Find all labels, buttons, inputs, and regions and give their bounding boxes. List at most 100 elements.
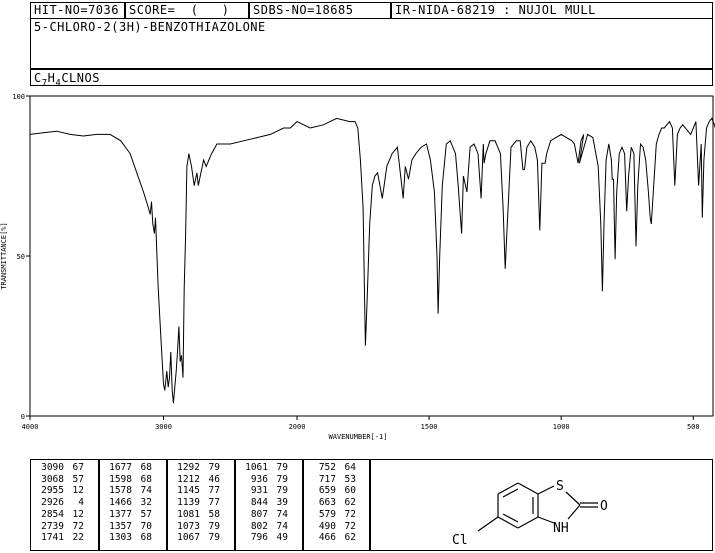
peak-transmittance: 60: [344, 485, 356, 497]
x-tick-label: 2000: [289, 423, 306, 431]
peak-column: 752 64 717 53 659 60 663 62 579 72 490 72 466 62: [306, 462, 356, 544]
peak-transmittance: 68: [140, 473, 152, 485]
peak-row: 2926 4: [34, 497, 84, 509]
peak-row: 1357 70: [102, 521, 152, 533]
peak-transmittance: 79: [208, 520, 220, 532]
peak-transmittance: 46: [208, 473, 220, 485]
y-tick-label: 0: [21, 413, 25, 421]
peak-wavenumber: 1067: [177, 532, 200, 544]
peak-row: 752 64: [306, 462, 356, 474]
x-tick-label: 1500: [421, 423, 438, 431]
peak-wavenumber: 3068: [41, 473, 64, 485]
peak-row: 802 74: [238, 521, 288, 533]
peak-wavenumber: 717: [318, 473, 336, 485]
peak-transmittance: 72: [344, 508, 356, 520]
peak-column: 1677 68 1598 68 1578 74 1466 32 1377 57 1357 70 1303…: [102, 462, 152, 544]
peak-row: 3068 57: [34, 474, 84, 486]
peak-row: 844 39: [238, 497, 288, 509]
peak-transmittance: 72: [72, 520, 84, 532]
peak-column: 1061 79 936 79 931 79 844 39 807 74 802 74 796 49: [238, 462, 288, 544]
header-divider-3: [390, 2, 392, 19]
peak-wavenumber: 844: [250, 497, 268, 509]
peak-row: 579 72: [306, 509, 356, 521]
peak-row: 1145 77: [170, 485, 220, 497]
peak-row: 931 79: [238, 485, 288, 497]
peak-wavenumber: 936: [250, 473, 268, 485]
peak-column: 1292 79 1212 46 1145 77 1139 77 1081 58 1073 79 1067…: [170, 462, 220, 544]
peak-row: 1292 79: [170, 462, 220, 474]
peak-transmittance: 74: [276, 520, 288, 532]
peak-row: 717 53: [306, 474, 356, 486]
peak-row: 1677 68: [102, 462, 152, 474]
atom-o: O: [600, 499, 608, 514]
peak-row: 663 62: [306, 497, 356, 509]
peak-transmittance: 79: [208, 462, 220, 473]
peak-row: 1578 74: [102, 485, 152, 497]
peak-row: 659 60: [306, 485, 356, 497]
peak-transmittance: 58: [208, 508, 220, 520]
peak-wavenumber: 1061: [245, 462, 268, 473]
peak-wavenumber: 1292: [177, 462, 200, 473]
atom-cl: Cl: [452, 533, 468, 548]
peak-transmittance: 22: [72, 532, 84, 544]
peak-wavenumber: 752: [318, 462, 336, 473]
peak-wavenumber: 796: [250, 532, 268, 544]
peak-transmittance: 57: [72, 473, 84, 485]
x-tick-label: 500: [687, 423, 700, 431]
peak-column: 3090 67 3068 57 2955 12 2926 4 2854 12 2739 72 1741 2…: [34, 462, 84, 544]
peak-transmittance: 77: [208, 485, 220, 497]
structure-panel: [370, 459, 713, 551]
peak-transmittance: 62: [344, 497, 356, 509]
peak-transmittance: 79: [276, 473, 288, 485]
peak-transmittance: 77: [208, 497, 220, 509]
peak-row: 2854 12: [34, 509, 84, 521]
x-tick-label: 4000: [22, 423, 39, 431]
peak-wavenumber: 1073: [177, 520, 200, 532]
peak-col-divider-4: [302, 459, 304, 551]
peak-row: 1466 32: [102, 497, 152, 509]
peak-wavenumber: 2926: [41, 497, 64, 509]
peak-transmittance: 68: [140, 532, 152, 544]
peak-wavenumber: 490: [318, 520, 336, 532]
peak-transmittance: 12: [72, 508, 84, 520]
peak-row: 796 49: [238, 532, 288, 544]
peak-transmittance: 70: [140, 520, 152, 532]
peak-transmittance: 72: [344, 520, 356, 532]
peak-wavenumber: 579: [318, 508, 336, 520]
peak-row: 1598 68: [102, 474, 152, 486]
peak-wavenumber: 802: [250, 520, 268, 532]
peak-wavenumber: 1466: [109, 497, 132, 509]
peak-transmittance: 79: [276, 485, 288, 497]
peak-col-divider-3: [234, 459, 236, 551]
peak-wavenumber: 1303: [109, 532, 132, 544]
peak-transmittance: 53: [344, 473, 356, 485]
structure-drawing: S O NH Cl: [452, 479, 608, 548]
hit-no: HIT-NO=7036: [34, 3, 119, 17]
peak-wavenumber: 466: [318, 532, 336, 544]
peak-row: 1139 77: [170, 497, 220, 509]
atom-nh: NH: [553, 521, 569, 536]
peak-wavenumber: 1357: [109, 520, 132, 532]
peak-wavenumber: 1741: [41, 532, 64, 544]
y-axis-label: TRANSMITTANCE[%]: [0, 222, 8, 289]
molecular-formula: C7H4CLNOS: [34, 71, 100, 89]
peak-transmittance: 62: [344, 532, 356, 544]
peak-wavenumber: 1578: [109, 485, 132, 497]
peak-row: 3090 67: [34, 462, 84, 474]
peak-row: 490 72: [306, 521, 356, 533]
peak-transmittance: 4: [78, 497, 84, 509]
spectrum-line: [29, 117, 715, 404]
compound-name: 5-CHLORO-2(3H)-BENZOTHIAZOLONE: [34, 20, 266, 34]
peak-row: 1741 22: [34, 532, 84, 544]
peak-transmittance: 12: [72, 485, 84, 497]
x-tick-label: 1000: [553, 423, 570, 431]
x-tick-label: 3000: [155, 423, 172, 431]
y-tick-label: 100: [12, 93, 25, 101]
peak-wavenumber: 1212: [177, 473, 200, 485]
peak-wavenumber: 3090: [41, 462, 64, 473]
peak-transmittance: 39: [276, 497, 288, 509]
header-row: [30, 2, 713, 19]
peak-transmittance: 49: [276, 532, 288, 544]
y-tick-label: 50: [17, 253, 25, 261]
